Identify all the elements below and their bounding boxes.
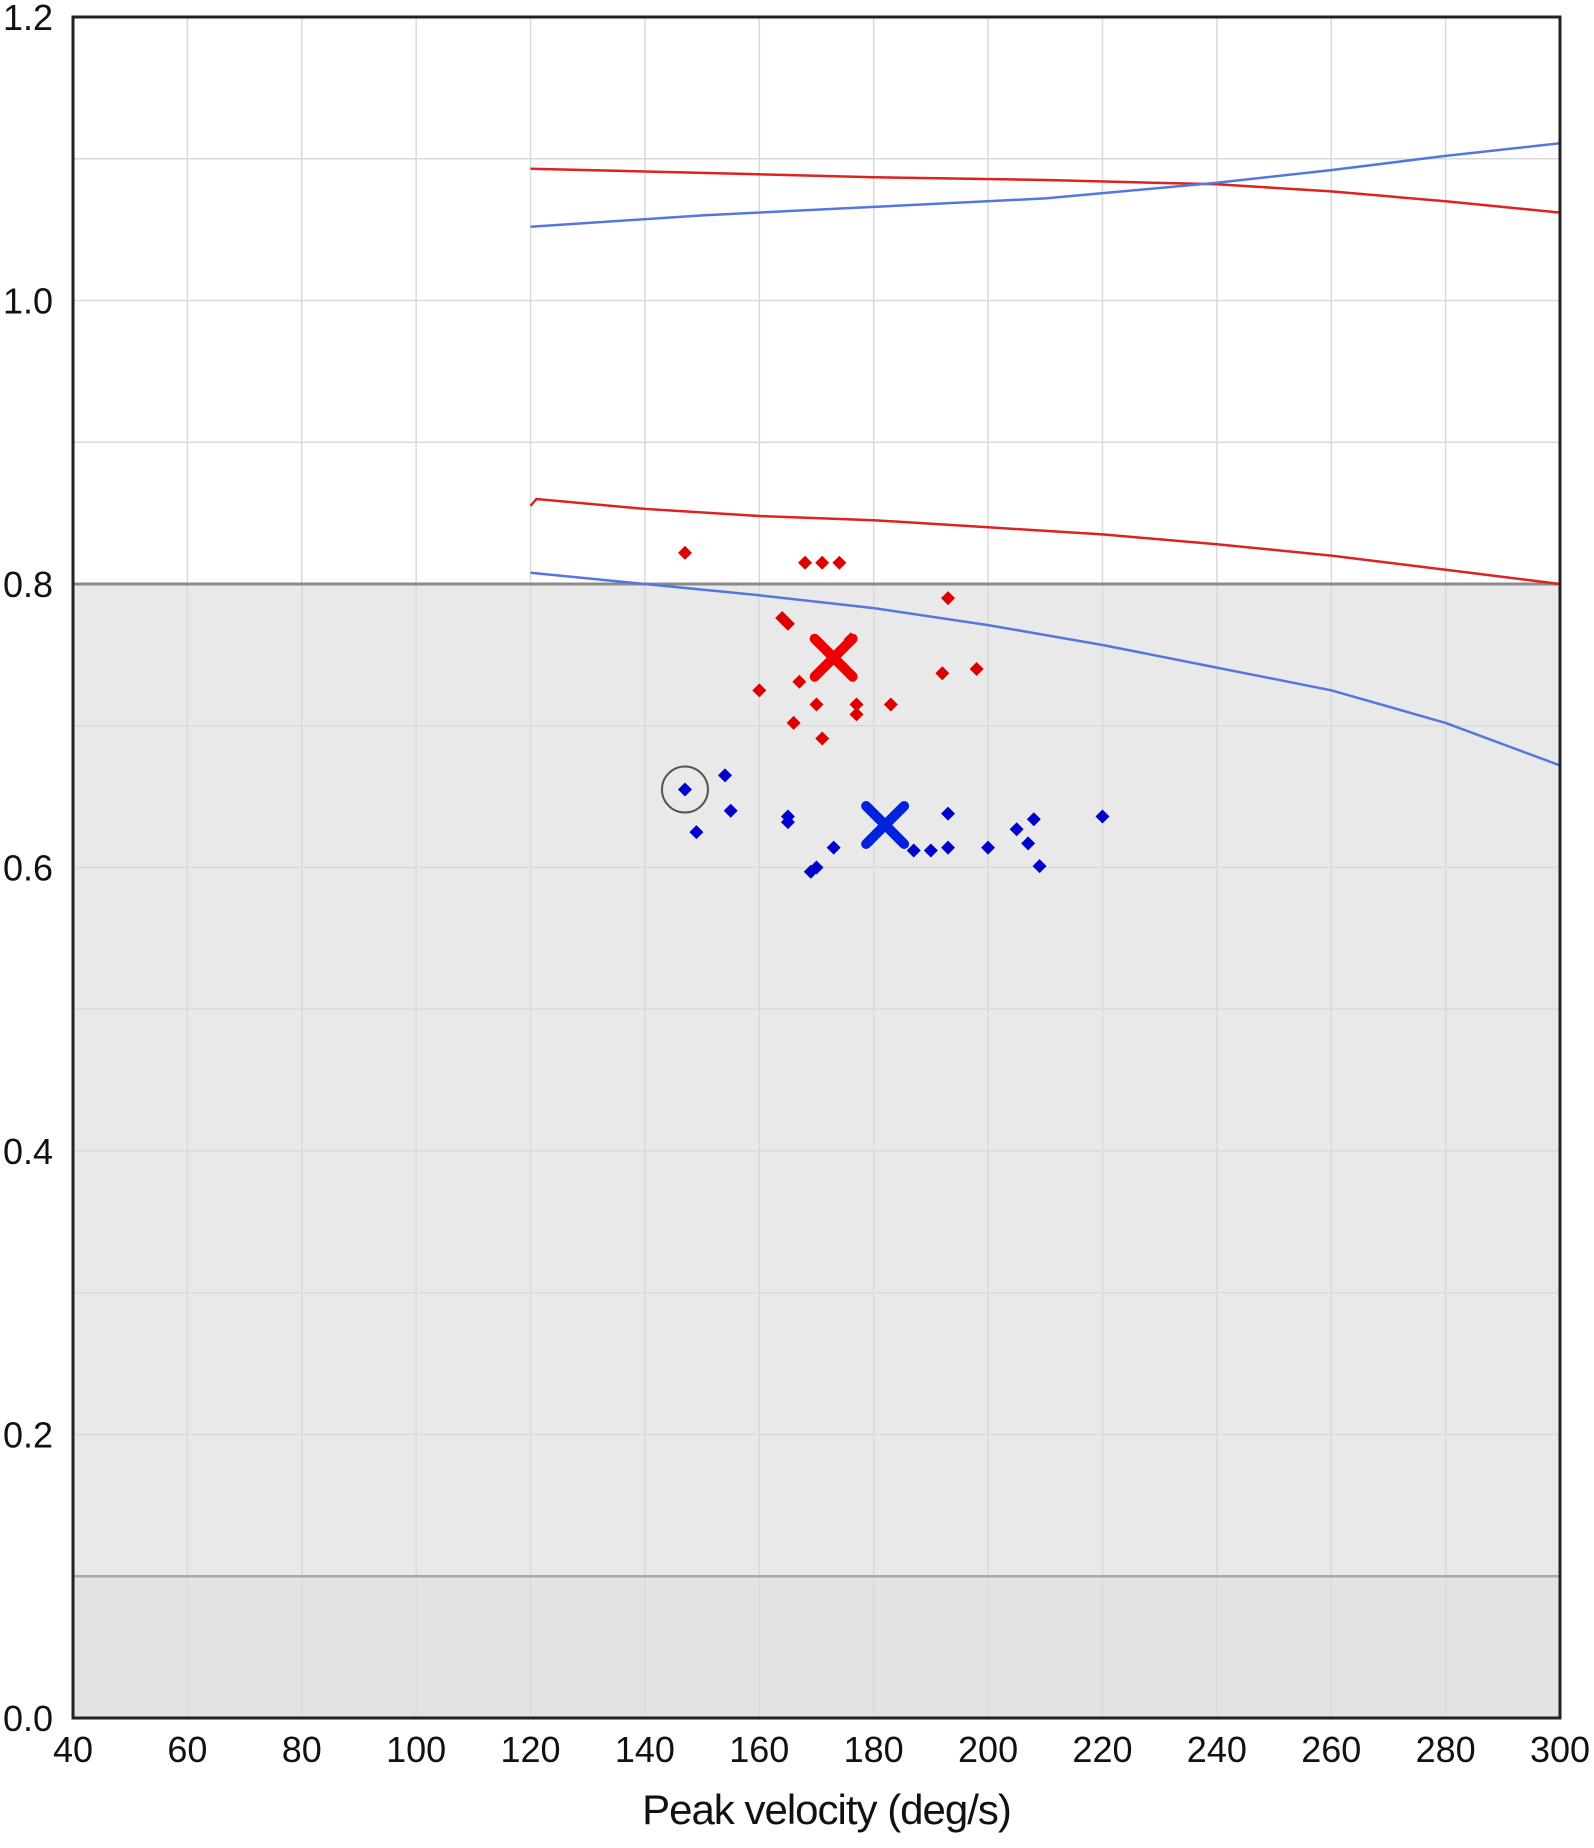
- x-tick-label: 160: [729, 1729, 789, 1770]
- shaded-band-1: [73, 1576, 1560, 1718]
- data-point: [969, 662, 984, 677]
- data-point: [798, 555, 813, 570]
- series-line-2: [529, 497, 1561, 586]
- series-lines: [529, 141, 1561, 767]
- data-point: [1009, 822, 1024, 837]
- shaded-bands: [73, 584, 1560, 1718]
- data-point: [883, 697, 898, 712]
- band-edges: [73, 582, 1560, 1578]
- data-point: [941, 591, 956, 606]
- data-point: [786, 715, 801, 730]
- data-point: [941, 840, 956, 855]
- data-point: [935, 666, 950, 681]
- mean-marker: [861, 800, 910, 849]
- data-point: [809, 697, 824, 712]
- data-point: [717, 768, 732, 783]
- y-tick-label: 0.8: [3, 564, 53, 605]
- data-point: [906, 843, 921, 858]
- plot-frame: [71, 15, 1562, 1720]
- series-line-1: [530, 141, 1561, 229]
- data-point: [689, 825, 704, 840]
- data-point: [780, 815, 795, 830]
- y-tick-label: 1.2: [3, 0, 53, 38]
- data-point: [723, 803, 738, 818]
- x-tick-labels: 40 60 80 100 120 140 160 180 200 220 240 260 280 300: [53, 1729, 1590, 1770]
- x-tick-label: 200: [958, 1729, 1018, 1770]
- y-tick-label: 0.6: [3, 848, 53, 889]
- series-line-3: [530, 571, 1561, 767]
- x-tick-label: 100: [386, 1729, 446, 1770]
- highlight-circle-0: [660, 765, 709, 814]
- x-tick-label: 220: [1072, 1729, 1132, 1770]
- data-point: [923, 843, 938, 858]
- data-point: [780, 616, 795, 631]
- x-tick-label: 120: [500, 1729, 560, 1770]
- shaded-band-0: [73, 584, 1560, 1577]
- x-tick-label: 60: [167, 1729, 207, 1770]
- data-point: [1026, 812, 1041, 827]
- y-tick-labels: 0.0 0.2 0.4 0.6 0.8 1.0 1.2: [3, 0, 53, 1739]
- data-point: [1095, 809, 1110, 824]
- data-point: [832, 555, 847, 570]
- data-point: [826, 840, 841, 855]
- series-line-0: [530, 167, 1561, 214]
- data-point: [815, 731, 830, 746]
- x-tick-label: 260: [1301, 1729, 1361, 1770]
- x-tick-label: 180: [844, 1729, 904, 1770]
- data-markers: [677, 545, 1110, 879]
- mean-marker: [809, 633, 858, 682]
- data-point: [941, 806, 956, 821]
- annotations: [660, 765, 709, 814]
- data-point: [981, 840, 996, 855]
- x-tick-label: 40: [53, 1729, 93, 1770]
- data-point: [752, 683, 767, 698]
- y-tick-label: 0.2: [3, 1415, 53, 1456]
- x-axis-title: Peak velocity (deg/s): [642, 1786, 1011, 1833]
- x-tick-label: 300: [1530, 1729, 1590, 1770]
- x-tick-label: 240: [1187, 1729, 1247, 1770]
- data-point: [1021, 836, 1036, 851]
- data-point: [809, 860, 824, 875]
- y-tick-label: 0.4: [3, 1131, 53, 1172]
- data-point: [849, 707, 864, 722]
- data-point: [792, 674, 807, 689]
- y-tick-label: 0.0: [3, 1698, 53, 1739]
- data-point: [677, 782, 692, 797]
- data-point: [849, 697, 864, 712]
- x-tick-label: 280: [1416, 1729, 1476, 1770]
- x-tick-label: 140: [615, 1729, 675, 1770]
- data-point: [815, 555, 830, 570]
- y-tick-label: 1.0: [3, 281, 53, 322]
- x-tick-label: 80: [282, 1729, 322, 1770]
- data-point: [1032, 859, 1047, 874]
- data-point: [677, 545, 692, 560]
